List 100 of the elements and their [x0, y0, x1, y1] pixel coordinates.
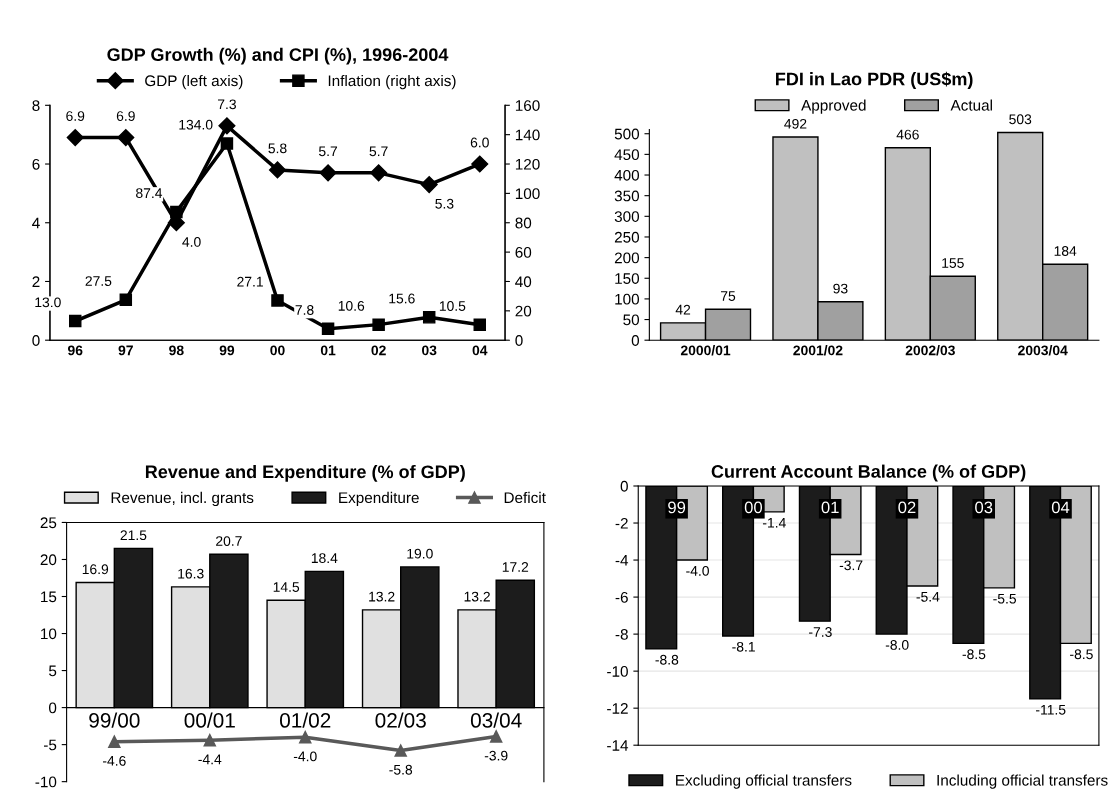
x-tick-label: 96 [67, 345, 83, 356]
data-label: 75 [721, 291, 736, 301]
data-label: 21.5 [120, 530, 147, 541]
data-label: -7.3 [809, 627, 832, 637]
y-tick-label: 300 [614, 211, 640, 222]
data-label: 15.6 [389, 293, 415, 304]
y-tick-label: 400 [614, 169, 640, 181]
y-tick-label: -2 [615, 517, 628, 529]
chart-title: Current Account Balance (% of GDP) [711, 464, 1026, 482]
data-label: -5.5 [993, 593, 1017, 604]
data-label: -5.4 [916, 592, 940, 602]
data-label: 134.0 [179, 119, 213, 130]
point [473, 318, 487, 332]
data-label: 13.2 [464, 591, 490, 602]
data-label: 14.5 [273, 582, 300, 592]
data-label: 492 [784, 118, 807, 129]
x-tick-label: 00 [744, 501, 763, 514]
y2-tick-label: 120 [515, 158, 540, 170]
data-label: 6.9 [66, 111, 85, 121]
data-label: 16.3 [178, 568, 204, 579]
data-label: 7.3 [217, 99, 236, 110]
y-tick-label: 0 [48, 702, 57, 714]
point [170, 205, 183, 219]
y-tick-label: -12 [607, 703, 628, 714]
point [298, 730, 312, 744]
data-label: 5.7 [369, 146, 388, 157]
y-tick-label: -10 [35, 776, 57, 788]
point [394, 744, 407, 757]
x-tick-label: 00/01 [184, 712, 235, 728]
data-label: 4.0 [182, 237, 201, 247]
y-tick-label: 6 [32, 158, 40, 170]
data-label: -11.5 [1036, 704, 1066, 715]
data-label: -4.4 [198, 754, 222, 765]
data-label: 10.5 [439, 301, 466, 311]
point [268, 161, 287, 179]
y-tick-label: 250 [614, 231, 640, 243]
point [420, 176, 438, 194]
y-tick-label: 5 [48, 665, 57, 677]
point [218, 117, 236, 135]
x-tick-label: 99 [219, 345, 235, 356]
data-label: 13.0 [35, 297, 61, 308]
point [108, 735, 121, 748]
data-label: -8.1 [732, 641, 755, 652]
y2-tick-label: 20 [515, 305, 532, 317]
y-tick-label: 0 [620, 480, 628, 492]
x-tick-label: 99 [668, 501, 686, 514]
data-label: 155 [942, 258, 964, 268]
y-tick-label: 15 [41, 591, 57, 603]
x-tick-label: 2003/04 [1018, 345, 1068, 356]
data-label: 10.6 [338, 300, 365, 311]
y2-tick-label: 60 [515, 246, 532, 258]
data-label: 87.4 [136, 188, 163, 199]
y-tick-label: 200 [614, 252, 640, 264]
point [66, 129, 84, 147]
data-label: -3.7 [839, 560, 863, 571]
y-tick-label: -10 [607, 666, 628, 677]
x-tick-label: 03 [975, 501, 993, 514]
y-tick-label: 100 [615, 293, 640, 305]
data-label: 6.0 [470, 137, 489, 148]
legend-label: Approved [801, 99, 866, 114]
data-label: -4.6 [102, 755, 126, 766]
y-tick-label: -5 [43, 739, 57, 751]
y2-tick-label: 0 [515, 335, 523, 346]
data-label: 5.8 [268, 143, 287, 154]
x-tick-label: 98 [169, 345, 184, 356]
y-tick-label: 10 [41, 628, 57, 640]
y-tick-label: 350 [614, 190, 640, 202]
y-tick-label: 2 [32, 276, 40, 288]
point [422, 311, 436, 324]
data-label: -4.0 [686, 565, 709, 576]
x-tick-label: 03 [422, 345, 437, 356]
point [370, 164, 388, 182]
data-label: 20.7 [216, 536, 242, 546]
data-label: 503 [1009, 114, 1032, 125]
y-tick-label: 50 [623, 314, 640, 326]
data-label: -3.9 [484, 750, 508, 761]
y-tick-label: 20 [40, 554, 57, 566]
y2-tick-label: 160 [515, 100, 540, 111]
y-tick-label: 500 [614, 128, 640, 140]
chart-title: FDI in Lao PDR (US$m) [776, 71, 973, 89]
y-tick-label: 450 [614, 149, 640, 161]
data-label: 6.9 [116, 111, 135, 121]
x-tick-label: 2002/03 [905, 345, 955, 356]
x-tick-label: 99/00 [89, 712, 140, 728]
legend-label: Excluding official transfers [676, 774, 852, 789]
point [471, 155, 489, 173]
data-label: -5.8 [389, 764, 413, 775]
point [119, 293, 133, 307]
point [117, 129, 135, 147]
data-label: 5.7 [318, 146, 338, 157]
y2-tick-label: 80 [515, 217, 532, 229]
point [489, 730, 503, 743]
data-label: -8.5 [1070, 649, 1093, 660]
y-tick-label: 25 [40, 517, 57, 529]
y2-tick-label: 40 [515, 276, 532, 288]
data-label: 19.0 [407, 548, 433, 559]
x-tick-label: 01 [821, 501, 839, 514]
chart-title: GDP Growth (%) and CPI (%), 1996-2004 [107, 47, 449, 65]
data-label: 27.1 [237, 276, 263, 287]
y-tick-label: 0 [631, 335, 640, 346]
